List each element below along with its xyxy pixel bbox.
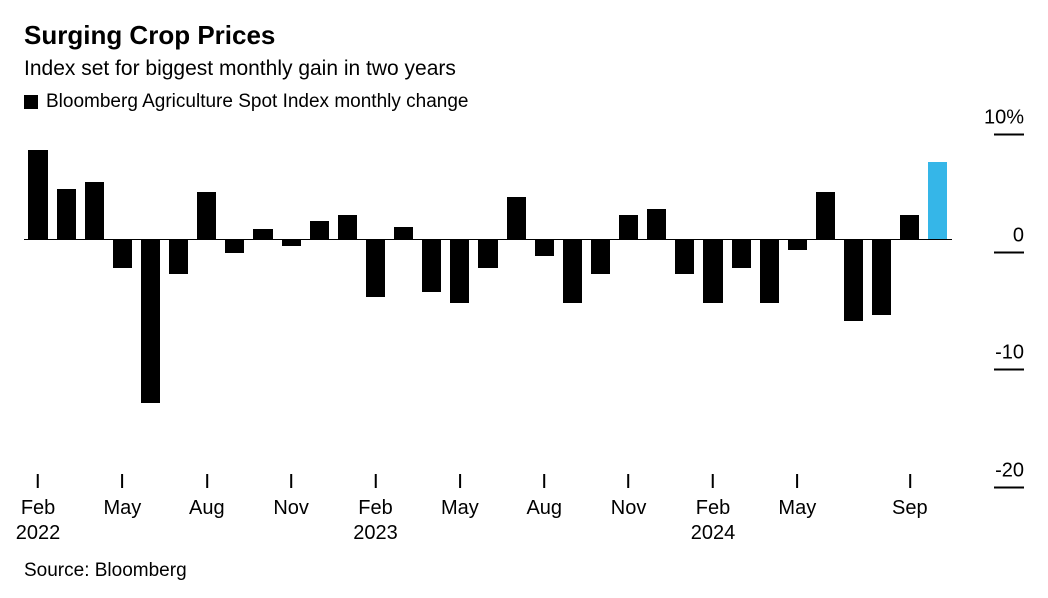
- bar: [197, 192, 216, 239]
- y-tick-mark: [994, 251, 1024, 253]
- x-tick-mark: [121, 474, 123, 488]
- bar-highlight: [928, 162, 947, 238]
- bar: [422, 239, 441, 292]
- x-tick: Feb2023: [353, 474, 398, 546]
- chart-area: 10%0-10-20: [24, 121, 1024, 474]
- x-tick-mark: [796, 474, 798, 488]
- y-tick-mark: [994, 134, 1024, 136]
- bar: [900, 215, 919, 239]
- x-tick-mark: [37, 474, 39, 488]
- y-tick: 10%: [984, 107, 1024, 136]
- x-tick: May: [441, 474, 479, 521]
- y-tick-mark: [994, 487, 1024, 489]
- x-tick-label: May: [778, 496, 816, 521]
- bar: [366, 239, 385, 298]
- x-tick-mark: [459, 474, 461, 488]
- bar: [760, 239, 779, 304]
- y-tick-label: -10: [995, 342, 1024, 365]
- legend-label: Bloomberg Agriculture Spot Index monthly…: [46, 91, 468, 113]
- x-tick: Aug: [189, 474, 225, 521]
- x-tick-label: Nov: [611, 496, 647, 521]
- x-tick: Nov: [273, 474, 309, 521]
- bar: [507, 197, 526, 238]
- x-tick: May: [778, 474, 816, 521]
- bar: [310, 221, 329, 239]
- x-tick-label: Aug: [189, 496, 225, 521]
- y-tick-label: 0: [1013, 224, 1024, 247]
- x-tick-mark: [206, 474, 208, 488]
- x-tick-label: Feb2022: [16, 496, 61, 546]
- plot-area: [24, 121, 952, 474]
- bar: [253, 229, 272, 238]
- x-tick: Feb2024: [691, 474, 736, 546]
- x-tick-mark: [628, 474, 630, 488]
- bar: [703, 239, 722, 304]
- bar: [675, 239, 694, 274]
- bar: [338, 215, 357, 239]
- source-label: Source: Bloomberg: [24, 560, 1024, 582]
- bar: [450, 239, 469, 304]
- legend: Bloomberg Agriculture Spot Index monthly…: [24, 91, 1024, 113]
- x-tick-label: Nov: [273, 496, 309, 521]
- x-tick-mark: [543, 474, 545, 488]
- y-tick-mark: [994, 369, 1024, 371]
- x-tick: Feb2022: [16, 474, 61, 546]
- y-tick: -20: [994, 460, 1024, 489]
- x-tick-label: Sep: [892, 496, 928, 521]
- x-tick: Aug: [526, 474, 562, 521]
- bar: [57, 189, 76, 238]
- bar: [732, 239, 751, 268]
- x-tick-mark: [712, 474, 714, 488]
- bar: [282, 239, 301, 246]
- bar: [872, 239, 891, 315]
- bar: [394, 227, 413, 239]
- bar: [113, 239, 132, 268]
- bar: [788, 239, 807, 251]
- x-tick: Nov: [611, 474, 647, 521]
- bar: [85, 182, 104, 238]
- x-tick: May: [104, 474, 142, 521]
- bar: [844, 239, 863, 321]
- bar: [816, 192, 835, 239]
- y-tick: -10: [994, 342, 1024, 371]
- y-tick-label: 10%: [984, 107, 1024, 130]
- legend-swatch: [24, 95, 38, 109]
- bar: [535, 239, 554, 257]
- x-tick-label: May: [441, 496, 479, 521]
- chart-container: Surging Crop Prices Index set for bigges…: [0, 0, 1048, 598]
- x-tick: Sep: [892, 474, 928, 521]
- x-tick-label: Feb2023: [353, 496, 398, 546]
- bar: [478, 239, 497, 268]
- bar: [169, 239, 188, 274]
- x-tick-label: Aug: [526, 496, 562, 521]
- y-tick: 0: [994, 224, 1024, 253]
- chart-subtitle: Index set for biggest monthly gain in tw…: [24, 57, 1024, 81]
- bars-layer: [24, 121, 952, 474]
- bar: [591, 239, 610, 274]
- chart-title: Surging Crop Prices: [24, 20, 1024, 51]
- x-tick-mark: [375, 474, 377, 488]
- x-tick-mark: [290, 474, 292, 488]
- bar: [563, 239, 582, 304]
- x-tick-label: May: [104, 496, 142, 521]
- bar: [619, 215, 638, 239]
- bar: [141, 239, 160, 404]
- x-tick-mark: [909, 474, 911, 488]
- bar: [28, 150, 47, 238]
- y-axis: 10%0-10-20: [952, 121, 1024, 474]
- bar: [225, 239, 244, 253]
- x-tick-label: Feb2024: [691, 496, 736, 546]
- y-tick-label: -20: [995, 460, 1024, 483]
- x-axis: Feb2022MayAugNovFeb2023MayAugNovFeb2024M…: [24, 474, 952, 554]
- bar: [647, 209, 666, 238]
